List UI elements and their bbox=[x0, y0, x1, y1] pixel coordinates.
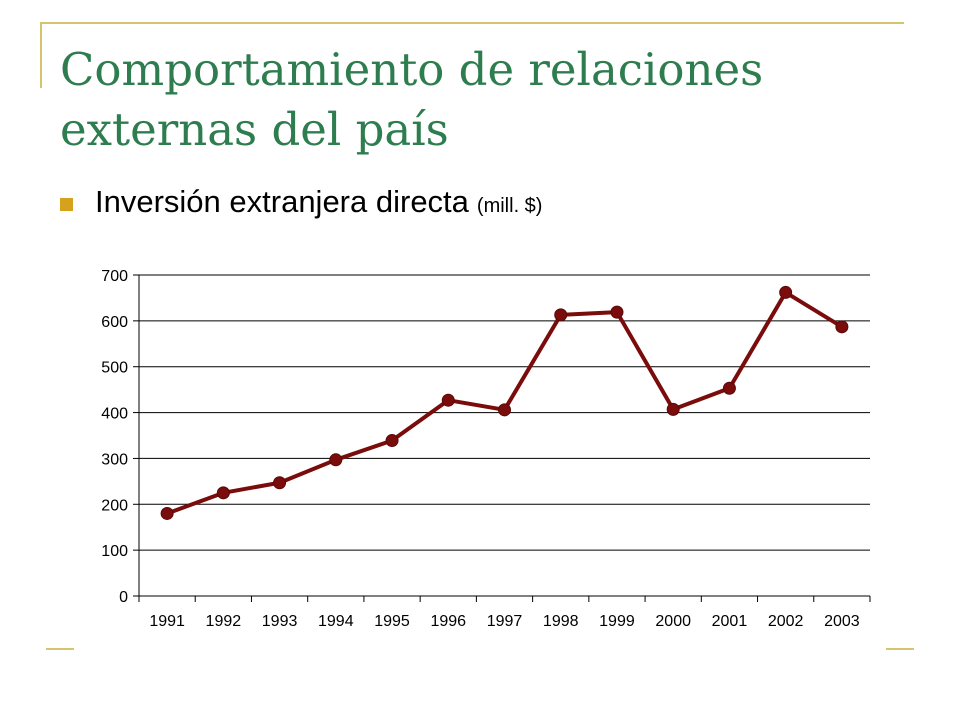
y-tick-label: 500 bbox=[101, 360, 128, 377]
y-tick-label: 700 bbox=[101, 268, 128, 285]
data-point-2003 bbox=[835, 320, 849, 334]
series-line bbox=[166, 290, 843, 516]
x-tick-label: 1994 bbox=[318, 613, 354, 630]
data-point-1992 bbox=[216, 486, 230, 500]
x-tick-label: 1993 bbox=[262, 613, 298, 630]
data-point-1998 bbox=[554, 308, 568, 322]
slide-frame-top-line bbox=[40, 22, 904, 24]
data-point-1994 bbox=[329, 453, 343, 467]
x-tick-label: 2002 bbox=[768, 613, 804, 630]
y-tick-label: 400 bbox=[101, 406, 128, 423]
slide-title: Comportamiento de relaciones externas de… bbox=[60, 43, 764, 156]
x-tick-label: 1991 bbox=[149, 613, 185, 630]
bullet-item: Inversión extranjera directa (mill. $) bbox=[60, 180, 542, 224]
data-point-2000 bbox=[666, 402, 680, 416]
data-point-1993 bbox=[273, 476, 287, 490]
y-tick-label: 600 bbox=[101, 314, 128, 331]
y-tick-label: 0 bbox=[119, 589, 128, 606]
bullet-unit-text: (mill. $) bbox=[476, 194, 543, 217]
data-point-1995 bbox=[385, 434, 399, 448]
y-tick-label: 200 bbox=[101, 497, 128, 514]
x-tick-label: 1997 bbox=[487, 613, 523, 630]
x-tick-label: 2000 bbox=[655, 613, 691, 630]
bullet-square-icon bbox=[60, 197, 73, 211]
data-point-1996 bbox=[441, 393, 455, 407]
y-tick-label: 100 bbox=[101, 543, 128, 560]
x-tick-label: 1995 bbox=[374, 613, 410, 630]
chart-series bbox=[160, 285, 849, 520]
data-point-2002 bbox=[779, 285, 793, 299]
chart-axes bbox=[133, 274, 871, 602]
x-tick-label: 2003 bbox=[824, 613, 860, 630]
data-point-1999 bbox=[610, 305, 624, 319]
chart-y-tick-labels: 0 100 200 300 400 500 600 700 bbox=[101, 268, 128, 606]
data-point-2001 bbox=[722, 381, 736, 395]
y-tick-label: 300 bbox=[101, 451, 128, 468]
x-tick-label: 1996 bbox=[430, 613, 466, 630]
chart-gridlines bbox=[139, 274, 870, 551]
x-tick-label: 1992 bbox=[206, 613, 242, 630]
slide-frame-bottom-right-line bbox=[886, 648, 914, 650]
slide-frame-left-line bbox=[40, 22, 42, 88]
data-point-1991 bbox=[160, 506, 174, 520]
chart-x-tick-labels: 1991 1992 1993 1994 1995 1996 1997 1998 1999 2000… bbox=[149, 613, 859, 630]
x-tick-label: 2001 bbox=[712, 613, 748, 630]
bullet-main-text: Inversión extranjera directa bbox=[95, 184, 469, 219]
slide-frame-bottom-left-line bbox=[46, 648, 74, 650]
x-tick-label: 1998 bbox=[543, 613, 579, 630]
data-point-1997 bbox=[498, 403, 511, 417]
x-tick-label: 1999 bbox=[599, 613, 635, 630]
